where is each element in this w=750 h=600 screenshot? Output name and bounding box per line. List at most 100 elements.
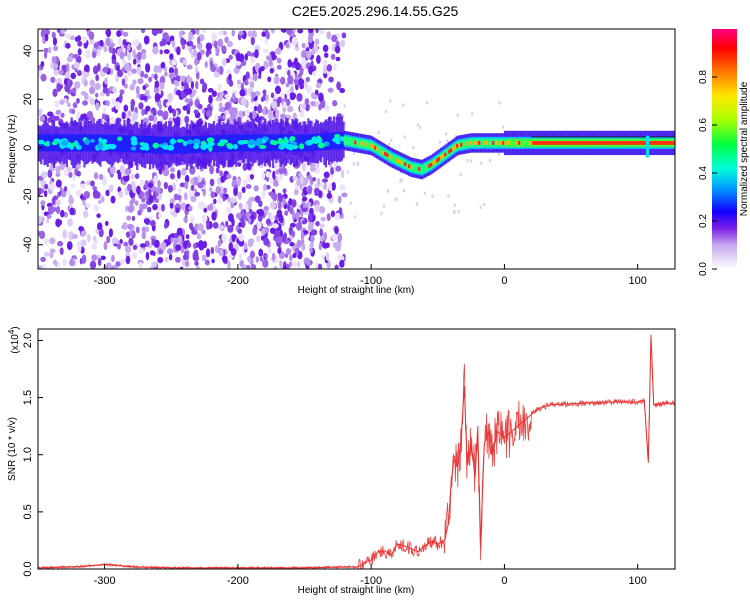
spectrogram-speckle [183,240,188,250]
spectrogram-speckle [138,248,145,254]
spectrogram-speckle [196,29,200,36]
spectrogram-speckle [291,36,298,46]
spectrogram-speckle [197,181,204,189]
spectrogram-speckle [333,63,337,71]
spectrogram-ridge-peak [562,141,565,145]
spectrogram-speckle [301,207,308,213]
spectrogram-speckle [258,200,263,208]
spectrogram-speckle [167,92,174,103]
spectrogram-band-core [267,134,270,152]
x-tick-label: -200 [227,575,249,587]
spectrogram-speckle [149,250,155,256]
spectrogram-speckle [143,35,150,45]
spectrogram-ridge-peak [598,141,601,145]
spectrogram-ridge-peak [450,148,453,153]
spectrogram-blob [142,142,149,148]
spectrogram-speckle [216,67,220,73]
spectrogram-speckle [327,87,334,93]
spectrogram-speckle [189,101,193,107]
spectrogram-ridge-peak [596,141,599,145]
spectrogram-speckle [94,92,99,98]
spectrogram-speckle [93,172,99,180]
spectrogram-speckle [207,87,214,93]
spectrogram-speckle [387,142,391,147]
spectrogram-speckle [218,107,225,113]
spectrogram-speckle [189,215,195,224]
spectrogram-speckle [60,209,65,218]
spectrogram-ridge [521,138,524,148]
spectrogram-band-core [225,134,228,152]
spectrogram-speckle [326,192,333,199]
spectrogram-speckle [211,258,215,264]
spectrogram-speckle [170,237,174,243]
spectrogram-speckle [346,170,349,174]
spectrogram-speckle [116,65,120,72]
spectrogram-speckle [83,190,91,199]
spectrogram-band-core [180,136,184,154]
spectrogram-band-core [115,134,118,152]
spectrogram-ridge-peak [558,141,561,145]
spectrogram-speckle [196,265,200,269]
spectrogram-speckle [286,29,293,35]
spectrogram-speckle [198,241,205,251]
spectrogram-speckle [318,205,326,214]
spectrogram-speckle [326,31,331,40]
spectrogram-speckle [169,173,175,180]
spectrogram-speckle [43,47,50,53]
spectrogram-speckle [305,50,312,59]
spectrogram-ridge-peak [404,162,407,167]
spectrogram-speckle [213,198,217,205]
spectrogram-speckle [319,223,325,229]
spectrogram-blob [258,144,267,150]
spectrogram-speckle [77,48,82,56]
spectrogram-speckle [252,226,258,236]
spectrogram-band-core [49,134,52,152]
spectrogram-blob [205,144,211,149]
spectrogram-ridge-peak [496,141,499,145]
spectrogram-speckle [301,162,306,172]
spectrogram-speckle [377,130,380,135]
spectrogram-speckle [183,192,188,201]
spectrogram-speckle [127,52,132,61]
spectrogram-speckle [153,65,160,73]
spectrogram-speckle [263,60,269,69]
spectrogram-speckle [310,48,316,56]
spectrogram-blob [38,139,45,145]
spectrogram-speckle [82,210,89,219]
spectrogram-speckle [141,231,146,240]
spectrogram-speckle [131,68,137,74]
spectrogram-speckle [65,42,71,49]
spectrogram-speckle [146,206,152,213]
spectrogram-ridge-peak [532,141,535,145]
spectrogram-speckle [102,87,108,94]
spectrogram-speckle [129,84,135,91]
spectrogram-speckle [452,209,456,214]
spectrogram-speckle [83,79,88,87]
spectrogram-speckle [326,213,331,222]
spectrogram-speckle [314,204,321,212]
spectrogram-ridge [379,146,382,156]
spectrogram-ridge-peak [400,160,403,165]
spectrogram-speckle [116,30,122,38]
spectrogram-ridge [415,164,418,173]
spectrogram-band-core [176,136,179,154]
spectrogram-speckle [93,42,100,50]
spectrogram-ridge-peak [632,141,635,145]
spectrogram-speckle [53,69,59,76]
spectrogram-ridge [393,154,396,164]
spectrogram-blob [206,137,215,143]
spectrogram-speckle [175,207,180,214]
spectrogram-ridge-peak [504,141,507,145]
spectrogram-speckle [331,34,338,43]
spectrogram-speckle [203,207,208,213]
spectrogram-blob [270,140,279,146]
spectrogram-speckle [154,87,160,93]
spectrogram-speckle [280,93,285,99]
spectrogram-speckle [103,46,108,53]
spectrogram-speckle [276,64,282,70]
spectrogram-speckle [66,56,73,63]
spectrogram-ridge-peak [576,141,579,145]
y-tick-label: 2.0 [22,333,34,348]
spectrogram-speckle [63,211,68,218]
spectrogram-speckle [228,54,233,60]
